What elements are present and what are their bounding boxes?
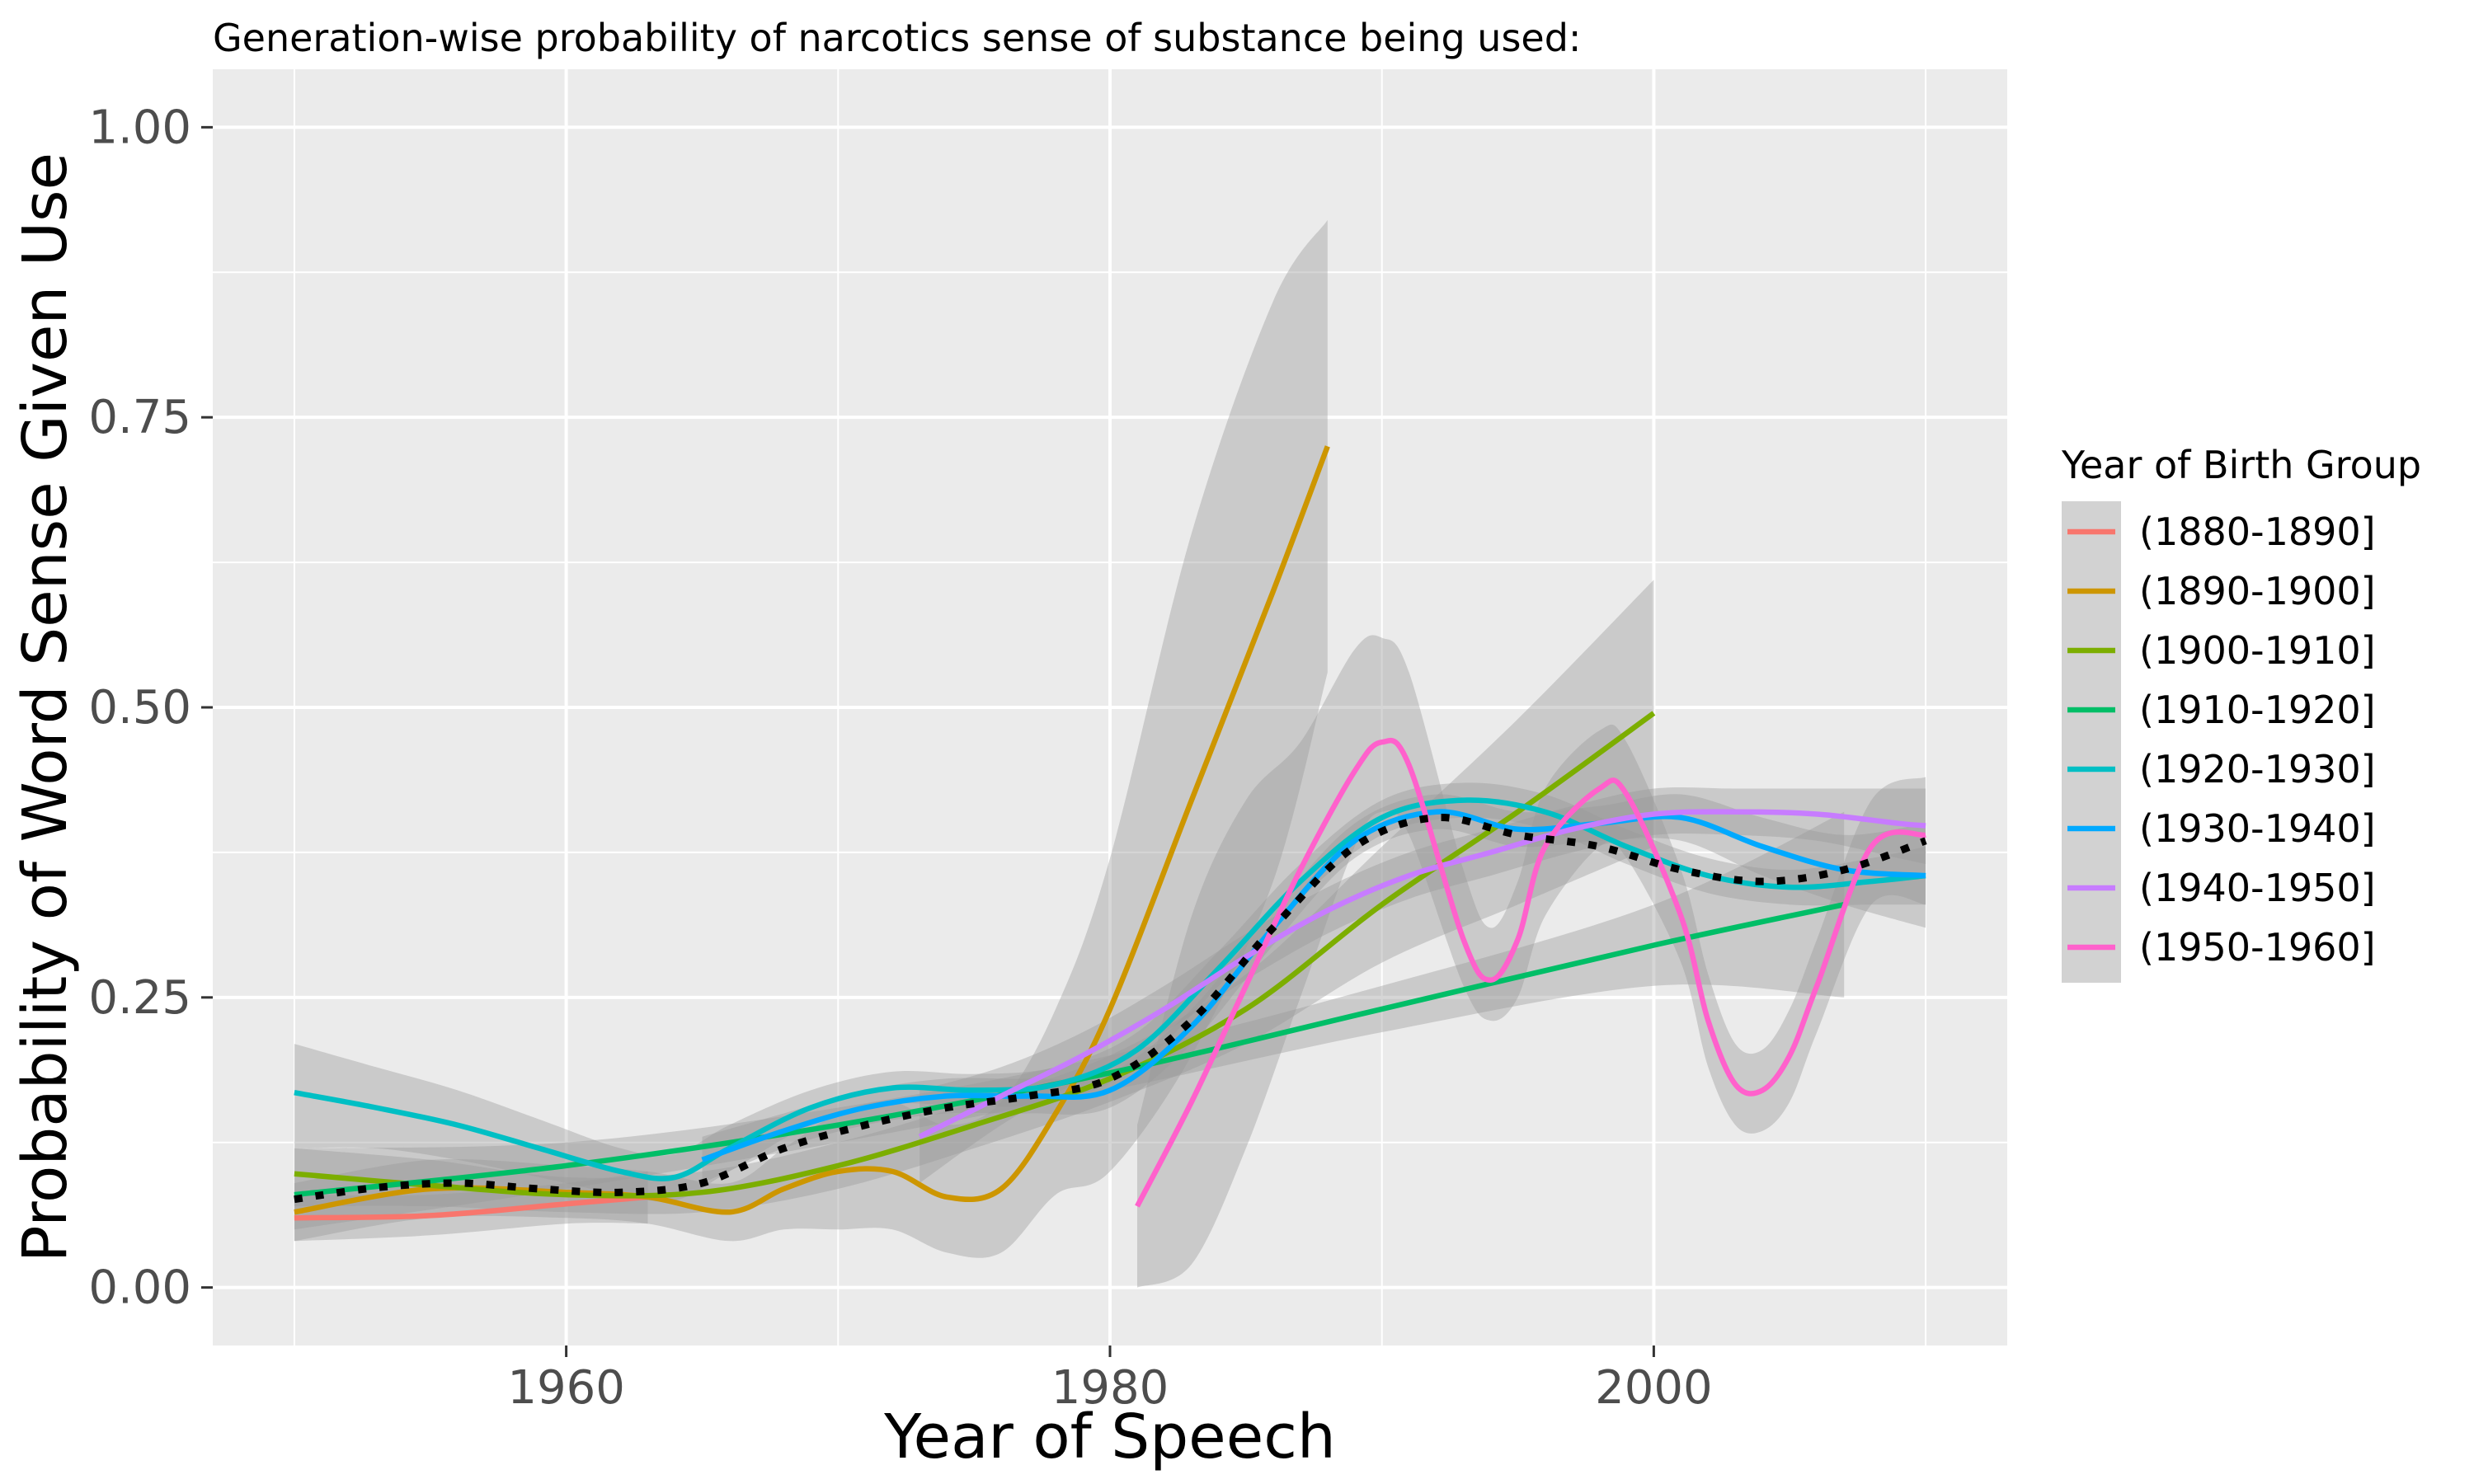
x-tick-label: 1980 bbox=[1051, 1361, 1169, 1415]
legend-label: (1930-1940] bbox=[2139, 806, 2376, 851]
overall-trend-line bbox=[294, 814, 1927, 1204]
legend-label: (1880-1890] bbox=[2139, 510, 2376, 554]
confidence-band-7 bbox=[1137, 635, 1926, 1288]
confidence-band-0 bbox=[294, 1171, 648, 1242]
legend-key-background bbox=[2062, 501, 2121, 983]
y-tick-label: 1.00 bbox=[88, 101, 191, 154]
legend-label: (1920-1930] bbox=[2139, 747, 2376, 791]
x-axis: 1960 1980 2000 bbox=[507, 1345, 1713, 1415]
series-line-3 bbox=[294, 902, 1845, 1198]
y-tick-label: 0.00 bbox=[88, 1261, 191, 1315]
confidence-band-5 bbox=[702, 794, 1926, 1183]
series-line-6 bbox=[918, 809, 1926, 1139]
legend-label: (1940-1950] bbox=[2139, 866, 2376, 910]
legend-items: (1880-1890] (1890-1900] (1900-1910] (1910-1… bbox=[2067, 510, 2376, 970]
legend-title: Year of Birth Group bbox=[2061, 443, 2421, 487]
y-tick-label: 0.50 bbox=[88, 681, 191, 735]
legend: Year of Birth Group (1880-1890] (1890-190… bbox=[2061, 443, 2421, 983]
y-axis-title: Probability of Word Sense Given Use bbox=[10, 153, 81, 1262]
confidence-band-2 bbox=[294, 580, 1654, 1214]
series-lines bbox=[294, 445, 1927, 1221]
series-line-4 bbox=[294, 797, 1926, 1181]
series-line-7 bbox=[1135, 737, 1926, 1208]
series-line-0 bbox=[294, 1194, 648, 1221]
legend-label: (1950-1960] bbox=[2139, 925, 2376, 970]
grid-major bbox=[213, 69, 2007, 1345]
confidence-band-6 bbox=[920, 787, 1926, 1183]
y-axis: 0.00 0.25 0.50 0.75 1.00 bbox=[88, 101, 213, 1315]
legend-label: (1890-1900] bbox=[2139, 569, 2376, 613]
x-axis-title: Year of Speech bbox=[883, 1402, 1336, 1472]
legend-label: (1900-1910] bbox=[2139, 628, 2376, 673]
chart-title: Generation-wise probability of narcotics… bbox=[213, 16, 1581, 60]
y-tick-label: 0.25 bbox=[88, 971, 191, 1025]
y-tick-label: 0.75 bbox=[88, 391, 191, 444]
x-tick-label: 2000 bbox=[1595, 1361, 1713, 1415]
legend-label: (1910-1920] bbox=[2139, 688, 2376, 732]
confidence-band-1 bbox=[294, 219, 1328, 1258]
x-tick-label: 1960 bbox=[507, 1361, 625, 1415]
